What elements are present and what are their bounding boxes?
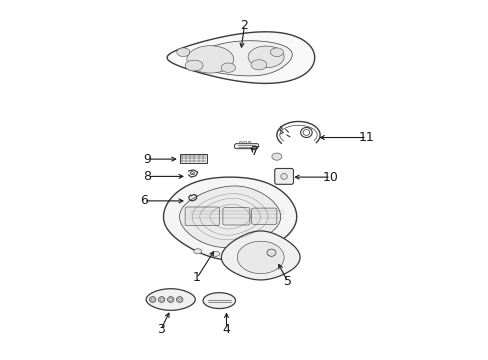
FancyBboxPatch shape: [223, 208, 249, 225]
Ellipse shape: [158, 297, 164, 302]
FancyBboxPatch shape: [274, 168, 293, 184]
Ellipse shape: [160, 298, 163, 301]
Polygon shape: [203, 293, 235, 309]
Text: 9: 9: [143, 153, 151, 166]
Polygon shape: [221, 231, 300, 280]
Ellipse shape: [176, 297, 183, 302]
Text: 3: 3: [157, 323, 164, 336]
Ellipse shape: [193, 249, 201, 254]
Polygon shape: [186, 46, 233, 73]
Text: 6: 6: [140, 194, 147, 207]
Polygon shape: [247, 46, 284, 68]
Text: 11: 11: [358, 131, 374, 144]
Ellipse shape: [149, 297, 156, 302]
Ellipse shape: [151, 298, 154, 301]
Polygon shape: [163, 177, 296, 260]
Polygon shape: [237, 241, 284, 274]
Polygon shape: [167, 32, 314, 84]
Polygon shape: [146, 289, 195, 310]
FancyBboxPatch shape: [185, 207, 219, 226]
Polygon shape: [177, 48, 189, 57]
Text: 1: 1: [193, 271, 201, 284]
Ellipse shape: [303, 130, 309, 135]
Ellipse shape: [168, 298, 172, 301]
Ellipse shape: [167, 297, 174, 302]
Polygon shape: [271, 153, 282, 160]
Polygon shape: [221, 63, 235, 72]
Ellipse shape: [239, 141, 242, 143]
Text: 4: 4: [222, 323, 230, 336]
Ellipse shape: [233, 251, 241, 256]
FancyBboxPatch shape: [251, 208, 276, 224]
Text: 8: 8: [143, 170, 151, 183]
Text: 10: 10: [322, 171, 338, 184]
Ellipse shape: [247, 141, 250, 143]
Text: 2: 2: [240, 19, 248, 32]
Polygon shape: [270, 48, 283, 57]
Polygon shape: [179, 154, 206, 163]
Polygon shape: [250, 60, 266, 70]
Ellipse shape: [244, 141, 246, 143]
Ellipse shape: [254, 249, 263, 254]
Ellipse shape: [178, 298, 181, 301]
Ellipse shape: [280, 174, 287, 179]
Ellipse shape: [300, 127, 311, 138]
Ellipse shape: [211, 251, 219, 256]
Polygon shape: [185, 60, 203, 71]
Text: 5: 5: [283, 275, 291, 288]
Ellipse shape: [266, 249, 275, 256]
Polygon shape: [234, 144, 258, 149]
Polygon shape: [189, 41, 292, 76]
Text: 7: 7: [251, 145, 259, 158]
Polygon shape: [179, 186, 280, 247]
